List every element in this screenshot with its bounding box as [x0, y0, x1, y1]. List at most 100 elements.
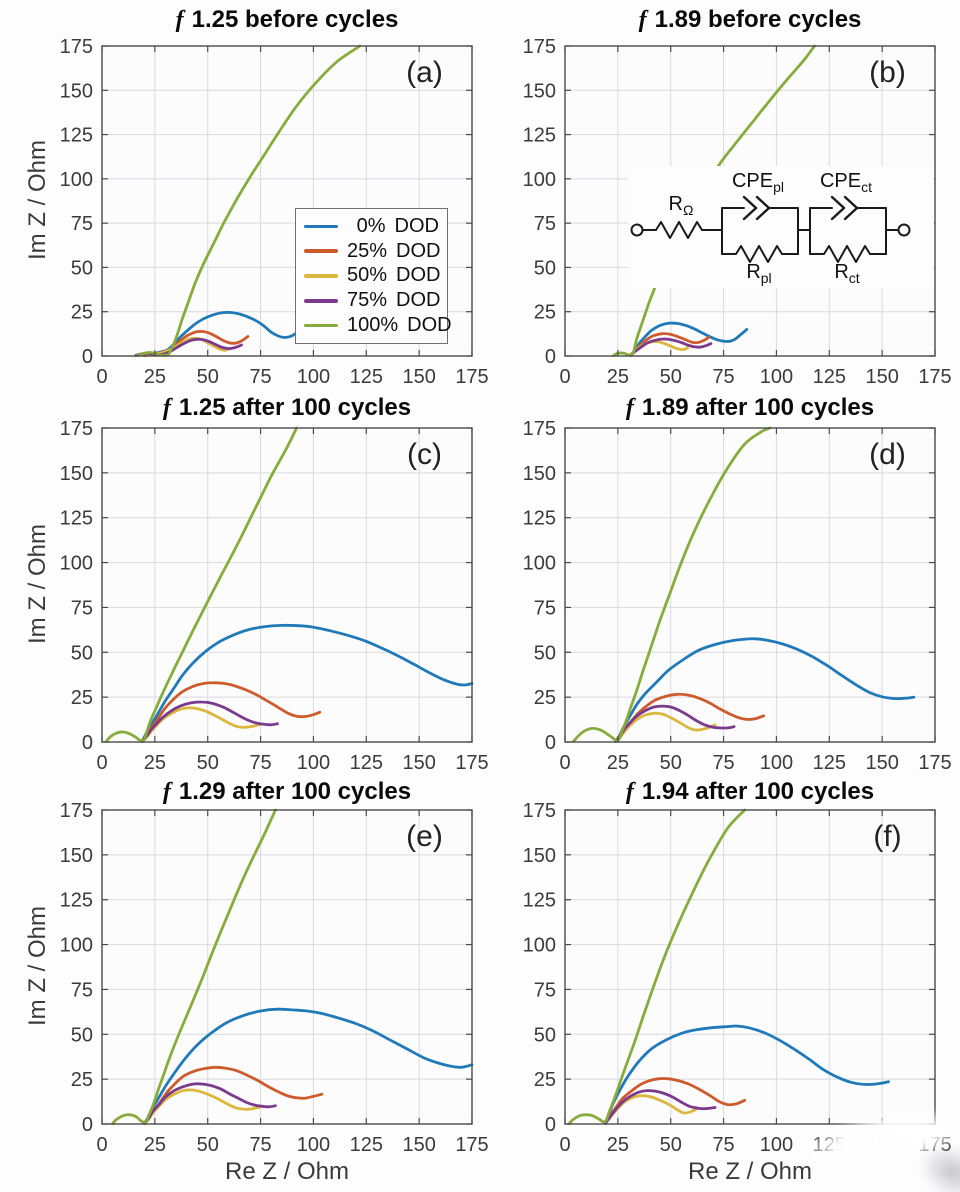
y-tick-label: 50 [534, 642, 556, 664]
x-tick-label: 100 [760, 366, 793, 388]
panel-d-letter: (d) [869, 438, 906, 471]
resistor-r-pl-icon [721, 245, 799, 263]
axis-box [101, 809, 473, 1125]
x-tick-label: 75 [712, 366, 734, 388]
x-tick-label: 100 [760, 752, 793, 774]
x-tick-label: 125 [350, 1134, 383, 1156]
legend-item-25dod: 25% DOD [304, 239, 440, 264]
series-path-dod0 [614, 637, 916, 743]
y-tick-label: 150 [60, 845, 93, 867]
legend-pct: 0% [356, 214, 386, 237]
circuit-label-r-ct: Rct [834, 261, 860, 286]
x-tick-label: 125 [350, 366, 383, 388]
y-tick-label: 100 [523, 169, 556, 191]
y-tick-label: 0 [545, 1114, 556, 1136]
series-path-dod100 [104, 426, 298, 743]
x-tick-label: 0 [559, 1134, 570, 1156]
x-tick-label: 0 [96, 1134, 107, 1156]
legend: 0% DOD 25% DOD 50% DOD 75% DOD 100% DOD [295, 208, 452, 344]
x-tick-label: 150 [402, 366, 435, 388]
x-tick-label: 25 [607, 366, 629, 388]
series-path-dod100 [572, 426, 772, 743]
y-tick-label: 0 [545, 346, 556, 368]
y-tick-label: 175 [60, 36, 93, 58]
series-layer [134, 44, 362, 357]
series-path-dod75 [142, 1082, 277, 1125]
circuit-label-cpe-pl: CPEpl [731, 170, 785, 195]
x-tick-label: 75 [712, 1134, 734, 1156]
x-tick-label: 50 [197, 366, 219, 388]
y-tick-label: 75 [71, 979, 93, 1001]
y-tick-label: 150 [60, 463, 93, 485]
legend-label: DOD [407, 314, 452, 337]
x-tick-label: 75 [712, 752, 734, 774]
y-tick-label: 150 [523, 80, 556, 102]
legend-label: DOD [396, 289, 441, 312]
terminal-right-icon [897, 223, 911, 237]
series-path-dod75 [614, 704, 736, 743]
x-tick-label: 50 [660, 366, 682, 388]
y-tick-label: 25 [534, 302, 556, 324]
plot-area [102, 428, 472, 742]
legend-line-sample [304, 274, 338, 278]
panel-b-letter: (b) [869, 56, 906, 89]
series-path-dod50 [145, 336, 231, 357]
series-layer [104, 426, 474, 743]
x-tick-label: 150 [865, 366, 898, 388]
series-layer [572, 426, 916, 743]
y-axis-label-c: Im Z / Ohm [24, 524, 51, 644]
x-tick-label: 100 [297, 1134, 330, 1156]
series-path-dod25 [629, 332, 711, 357]
series-path-dod100 [567, 808, 747, 1125]
x-tick-label: 25 [144, 752, 166, 774]
title-f: f [175, 7, 184, 33]
axis-box [101, 45, 473, 357]
resistor-r-ct-icon [809, 245, 887, 263]
x-tick-label: 175 [455, 1134, 488, 1156]
y-tick-label: 125 [523, 125, 556, 147]
legend-pct: 50% [347, 264, 388, 287]
panel-e-letter: (e) [406, 820, 443, 853]
legend-line-sample [304, 224, 338, 229]
y-tick-label: 0 [82, 346, 93, 368]
series-path-dod100 [111, 808, 277, 1125]
y-tick-label: 100 [523, 553, 556, 575]
resistor-r-ohm-icon [655, 221, 703, 239]
x-tick-label: 25 [607, 752, 629, 774]
terminal-left-icon [630, 223, 644, 237]
x-tick-label: 0 [96, 752, 107, 774]
x-tick-label: 50 [197, 1134, 219, 1156]
y-tick-label: 50 [534, 257, 556, 279]
y-tick-label: 25 [71, 1069, 93, 1091]
y-tick-label: 125 [60, 890, 93, 912]
axis-box [564, 45, 936, 357]
panel-e-title: f 1.29 after 100 cycles [102, 778, 472, 806]
circuit-label-cpe-ct: CPEct [819, 170, 873, 195]
series-layer [567, 808, 890, 1125]
x-tick-label: 175 [455, 752, 488, 774]
legend-line-sample [304, 249, 338, 253]
plots-layer: 0 25 50 75 100 125 150 175 0 25 50 75 100 125 150 175 0 2… [60, 36, 952, 1156]
title-text: 1.25 after 100 cycles [178, 394, 412, 421]
y-tick-label: 175 [60, 418, 93, 440]
plot-area [565, 810, 935, 1124]
y-tick-label: 50 [534, 1024, 556, 1046]
axis-box [564, 809, 936, 1125]
series-path-dod0 [140, 623, 474, 743]
x-tick-label: 0 [96, 366, 107, 388]
panel-d-title: f 1.89 after 100 cycles [565, 394, 935, 422]
y-tick-label: 25 [71, 302, 93, 324]
title-f: f [162, 779, 171, 805]
title-f: f [625, 779, 634, 805]
legend-item-75dod: 75% DOD [304, 288, 441, 313]
plot-area [565, 428, 935, 742]
y-tick-label: 150 [60, 80, 93, 102]
legend-pct: 25% [347, 239, 388, 262]
y-tick-label: 50 [71, 257, 93, 279]
x-tick-label: 75 [249, 1134, 271, 1156]
y-tick-label: 100 [523, 935, 556, 957]
series-path-dod25 [603, 1077, 747, 1125]
y-tick-label: 100 [60, 935, 93, 957]
x-tick-label: 75 [249, 752, 271, 774]
